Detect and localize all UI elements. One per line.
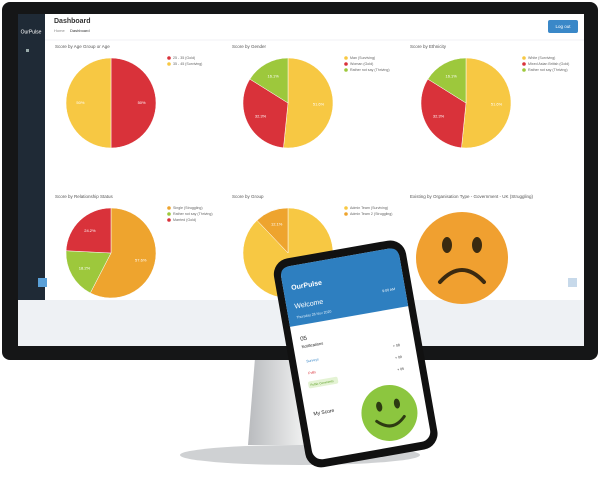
logout-label[interactable]: Log out [555,24,571,29]
legend-label[interactable]: Mixed Asian British (Gold) [528,62,569,66]
pie-slice[interactable] [110,57,157,149]
pie-slice[interactable] [427,57,467,104]
happy-face [361,384,418,441]
legend-label[interactable]: Rather not say (Thriving) [528,68,568,72]
sad-face [416,212,508,304]
phone-item[interactable]: Surveys [306,357,319,363]
sidebar [18,14,45,300]
panel-title: Score by Relationship Status [55,194,114,199]
legend-label[interactable]: Married (Gold) [173,218,196,222]
phone-item[interactable]: Public Comments [310,379,334,387]
phone-header [281,248,409,327]
legend-swatch[interactable] [522,62,526,66]
legend-swatch[interactable] [344,62,348,66]
pie-slice[interactable] [65,57,112,149]
breadcrumb: Dashboard [70,28,90,33]
legend-label[interactable]: Admin Team 2 (Struggling) [350,212,392,216]
legend-swatch[interactable] [167,206,171,210]
legend-swatch[interactable] [522,56,526,60]
legend-swatch[interactable] [344,68,348,72]
legend-swatch[interactable] [344,206,348,210]
legend-swatch[interactable] [167,212,171,216]
legend-swatch[interactable] [344,212,348,216]
panel-title: Score by Group [232,194,264,199]
notification-count: 05 [300,336,308,343]
legend-swatch[interactable] [522,68,526,72]
legend-label[interactable]: Rather not say (Thriving) [350,68,390,72]
phone: OurPulse Welcome 9:00 AM Thursday 26 Nov… [273,240,438,468]
breadcrumb[interactable]: Home [54,28,65,33]
panel-title: Score by Gender [232,44,267,49]
phone-date: Thursday 26 Nov 2020 [296,309,332,319]
phone-item-count: + 08 [393,343,401,348]
slice-label: 18.2% [79,265,91,270]
eye [393,398,401,409]
eye [472,237,482,253]
phone-item[interactable]: Polls [308,370,316,375]
pie-slice[interactable] [420,78,467,149]
pie-slice[interactable] [65,207,112,254]
panel-title: Existing by Organisation Type - Governme… [410,194,533,199]
score-label: My Score [313,408,335,418]
panel-title: Score by Ethnicity [410,44,447,49]
mouth [438,268,486,284]
slice-label: 24.2% [84,228,96,233]
eye [376,401,383,412]
panel-title: Score by Age Group or Age [55,44,110,49]
phone-item-count: + 05 [397,367,405,372]
slice-label: 32.3% [255,114,267,119]
smile [375,414,406,428]
legend-swatch[interactable] [344,56,348,60]
pie-slice[interactable] [256,207,289,254]
legend-label[interactable]: 25 - 35 (Gold) [173,56,195,60]
legend-label[interactable]: White (Surviving) [528,56,555,60]
legend-label[interactable]: Admin Team (Surviving) [350,206,388,210]
pie-slice[interactable] [461,57,512,149]
slice-label: 50% [76,100,84,105]
legend-swatch[interactable] [167,56,171,60]
pie-slice[interactable] [249,57,289,104]
notifications-label: Notifications [301,341,323,350]
legend-label[interactable]: 35 - 45 (Surviving) [173,62,202,66]
sidebar-toggle[interactable] [38,278,47,287]
slice-label: 32.3% [433,114,445,119]
pie-slice[interactable] [65,250,112,294]
slice-label: 51.6% [313,102,325,107]
page-title: Dashboard [54,18,91,25]
legend-swatch[interactable] [167,62,171,66]
logout-button[interactable] [548,20,578,33]
phone-welcome: Welcome [294,299,324,311]
slice-label: 16.1% [446,73,458,78]
slice-label: 50% [138,100,146,105]
slice-label: 57.6% [135,257,147,262]
slice-label: 12.1% [271,222,283,227]
legend-swatch[interactable] [167,218,171,222]
menu-icon[interactable] [26,49,29,52]
slice-label: 16.1% [268,73,280,78]
slice-label: 51.6% [491,102,503,107]
pie-slice[interactable] [242,78,289,149]
scroll-button[interactable] [568,278,577,287]
phone-chip[interactable] [308,376,339,389]
phone-item-count: + 09 [395,355,403,360]
eye [442,237,452,253]
logo: OurPulse [21,29,42,35]
legend-label[interactable]: Rather not say (Thriving) [173,212,213,216]
pie-slice[interactable] [283,57,334,149]
pie-slice[interactable] [89,207,157,299]
legend-label[interactable]: Woman (Gold) [350,62,373,66]
legend-label[interactable]: Man (Surviving) [350,56,375,60]
phone-time: 9:00 AM [382,287,395,293]
legend-label[interactable]: Single (Struggling) [173,206,203,210]
